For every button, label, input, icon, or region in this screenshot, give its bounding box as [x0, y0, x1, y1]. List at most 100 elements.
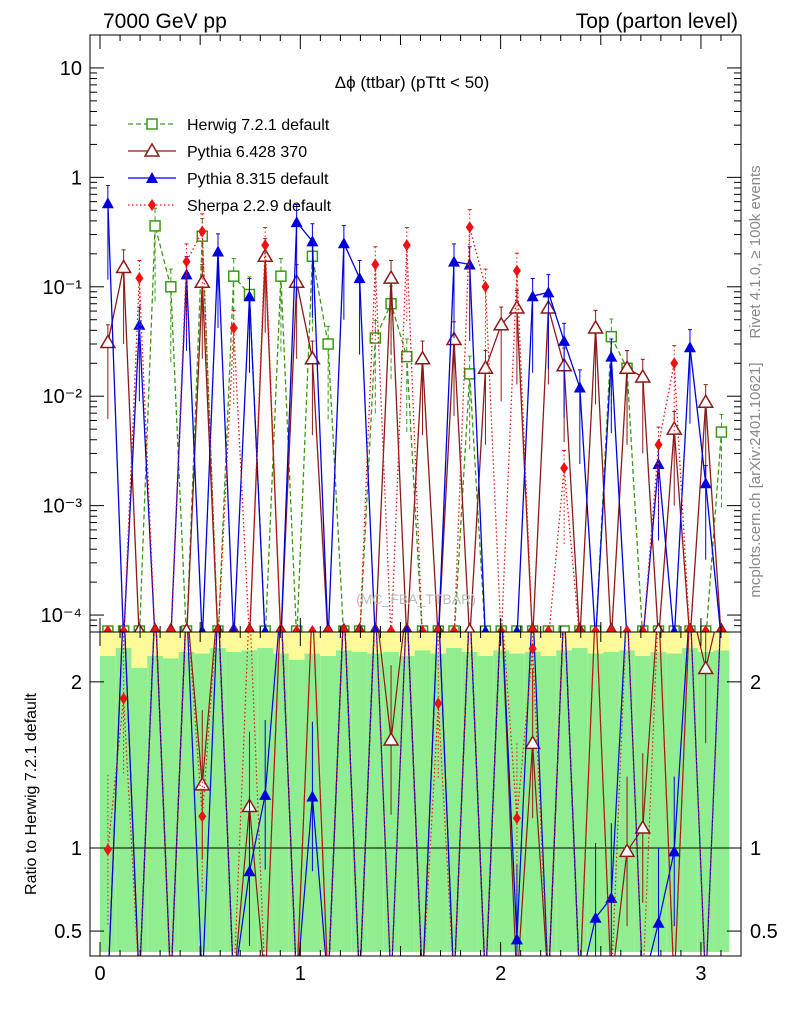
band-green: [493, 650, 510, 952]
band-green: [713, 650, 730, 952]
band-green: [556, 650, 572, 952]
data-point-floor: [181, 622, 193, 632]
data-point-floor: [481, 625, 490, 632]
ratio-frame: [89, 631, 742, 957]
y-tick-label: 10⁻⁴: [41, 605, 82, 627]
band-green: [288, 660, 305, 952]
data-point-floor: [558, 625, 570, 632]
band-green: [461, 652, 478, 952]
ratio-point: [119, 692, 128, 705]
data-point-floor: [339, 625, 348, 632]
band-green: [446, 648, 462, 952]
band-green: [178, 652, 195, 952]
main-panel: 10 1 10⁻¹ 10⁻² 10⁻³ 10⁻⁴ (MC_FBA_TTBAR) Δϕ (t…: [41, 34, 742, 633]
ratio-point: [668, 845, 681, 857]
band-green: [650, 652, 667, 952]
data-point-floor: [276, 625, 285, 632]
legend-marker: [146, 118, 158, 130]
data-point: [306, 235, 319, 247]
band-green: [147, 656, 163, 952]
data-point: [261, 239, 270, 252]
rivet-version-label: Rivet 4.1.0, ≥ 100k events: [747, 165, 764, 338]
data-point: [665, 420, 683, 435]
ratio-y-tick-label: 1: [71, 838, 82, 860]
band-green: [367, 653, 384, 952]
ratio-series-pythia8: [108, 632, 721, 956]
series-line-pythia8: [107, 203, 722, 632]
ratio-y-axis-label: Ratio to Herwig 7.2.1 default: [23, 693, 40, 895]
ratio-plot-area: [90, 632, 741, 956]
series-line-sherpa: [123, 227, 691, 632]
band-green: [131, 668, 148, 952]
data-point: [101, 197, 114, 209]
ratio-point: [589, 911, 602, 923]
y-tick-label: 10⁻³: [43, 496, 83, 518]
watermark-label: (MC_FBA_TTBAR): [356, 591, 476, 607]
data-point: [477, 359, 494, 375]
y-tick-label: 10: [60, 58, 82, 80]
y-tick-label: 10⁻²: [43, 386, 83, 408]
band-green: [225, 652, 242, 952]
data-point-floor: [575, 625, 584, 632]
data-point-floor: [166, 625, 175, 632]
data-point-floor: [387, 625, 396, 632]
data-point: [402, 239, 411, 252]
legend: Herwig 7.2.1 default Pythia 6.428 370 Pyth…: [128, 117, 332, 215]
data-point: [133, 318, 146, 330]
data-point-floor: [292, 625, 301, 632]
data-point: [115, 259, 132, 274]
legend-label: Sherpa 2.2.9 default: [187, 198, 332, 215]
data-point-floor: [464, 622, 476, 632]
data-point-floor: [151, 625, 160, 632]
data-point: [465, 221, 474, 234]
data-point: [382, 269, 400, 284]
energy-label: 7000 GeV pp: [103, 10, 227, 33]
data-point: [573, 381, 586, 393]
main-axes: 10 1 10⁻¹ 10⁻² 10⁻³ 10⁻⁴: [41, 34, 741, 633]
data-point-floor: [261, 625, 270, 632]
data-point: [512, 264, 521, 277]
data-point-floor: [133, 622, 145, 632]
band-green: [162, 658, 179, 952]
data-point: [605, 350, 618, 362]
data-point: [634, 368, 652, 383]
legend-item-sherpa: Sherpa 2.2.9 default: [128, 198, 332, 215]
data-point: [508, 299, 526, 314]
y-tick-label: 1: [71, 167, 82, 189]
data-point-floor: [685, 625, 694, 632]
data-point: [353, 272, 366, 284]
legend-marker: [148, 199, 156, 211]
legend-marker: [146, 172, 158, 183]
data-point: [99, 333, 117, 349]
ratio-point: [198, 810, 207, 823]
data-point: [193, 273, 211, 289]
band-green: [682, 648, 698, 952]
main-plot-area: [99, 185, 728, 632]
ratio-y-tick-label-right: 0.5: [750, 921, 778, 943]
process-label: Top (parton level): [576, 10, 738, 33]
data-point-floor: [607, 625, 616, 632]
data-point-floor: [103, 625, 112, 632]
data-point-floor: [497, 625, 506, 632]
data-point: [526, 290, 539, 302]
legend-item-herwig: Herwig 7.2.1 default: [128, 117, 330, 134]
data-point: [618, 359, 636, 375]
ratio-y-tick-label-right: 1: [750, 838, 761, 860]
data-point: [165, 281, 177, 293]
data-point: [337, 237, 350, 249]
ratio-point: [697, 660, 715, 675]
data-point-floor: [701, 625, 710, 632]
ratio-point: [652, 916, 665, 928]
data-point: [369, 332, 382, 344]
data-point: [304, 350, 321, 365]
legend-item-pythia6: Pythia 6.428 370: [128, 142, 307, 161]
ratio-point: [103, 843, 112, 856]
ratio-y-tick-label: 2: [71, 672, 82, 694]
band-green: [571, 648, 588, 952]
band-green: [430, 653, 447, 952]
ratio-point: [510, 933, 523, 945]
data-point: [699, 477, 712, 489]
ratio-y-tick-label: 0.5: [54, 921, 82, 943]
data-point: [243, 290, 256, 302]
